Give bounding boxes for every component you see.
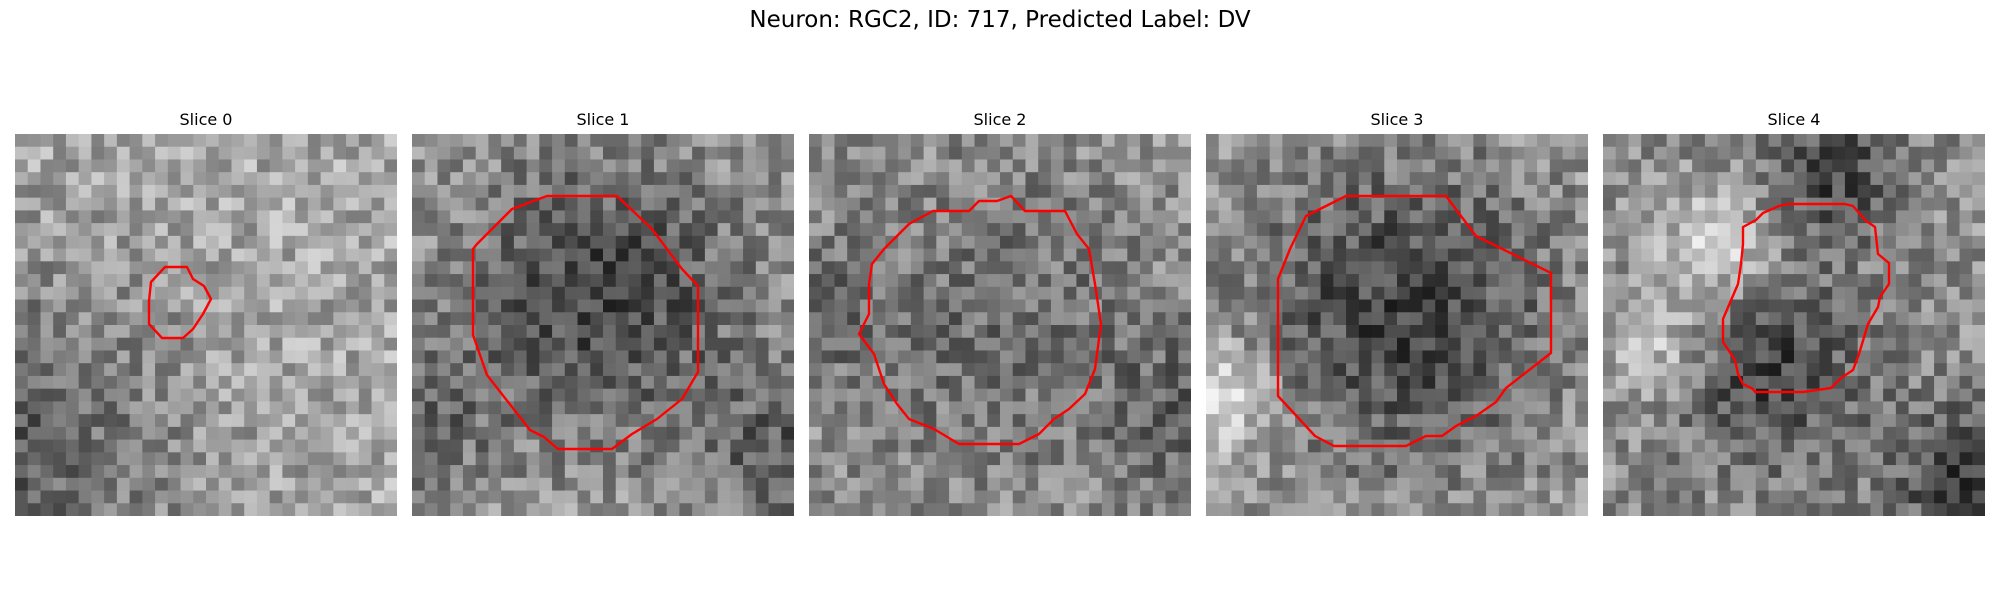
slice-title-3: Slice 3: [1370, 110, 1424, 129]
cell-contour-0: [147, 265, 213, 340]
slice-panel-0: Slice 0: [15, 108, 397, 516]
slice-panel-4: Slice 4: [1603, 108, 1985, 516]
slice-panel-3: Slice 3: [1206, 108, 1588, 516]
slice-image-1: [412, 134, 794, 516]
slice-panel-2: Slice 2: [809, 108, 1191, 516]
cell-contour-3: [1276, 194, 1553, 448]
slice-image-2: [809, 134, 1191, 516]
cell-contour-4: [1721, 202, 1891, 394]
slice-title-1: Slice 1: [576, 110, 630, 129]
slice-panel-1: Slice 1: [412, 108, 794, 516]
cell-contour-1: [471, 194, 700, 451]
slice-image-3: [1206, 134, 1588, 516]
slice-title-2: Slice 2: [973, 110, 1027, 129]
slice-title-0: Slice 0: [179, 110, 233, 129]
cell-contour-2: [857, 194, 1103, 446]
figure-title: Neuron: RGC2, ID: 717, Predicted Label: …: [749, 7, 1251, 33]
slice-title-4: Slice 4: [1767, 110, 1821, 129]
slice-image-4: [1603, 134, 1985, 516]
slice-image-0: [15, 134, 397, 516]
